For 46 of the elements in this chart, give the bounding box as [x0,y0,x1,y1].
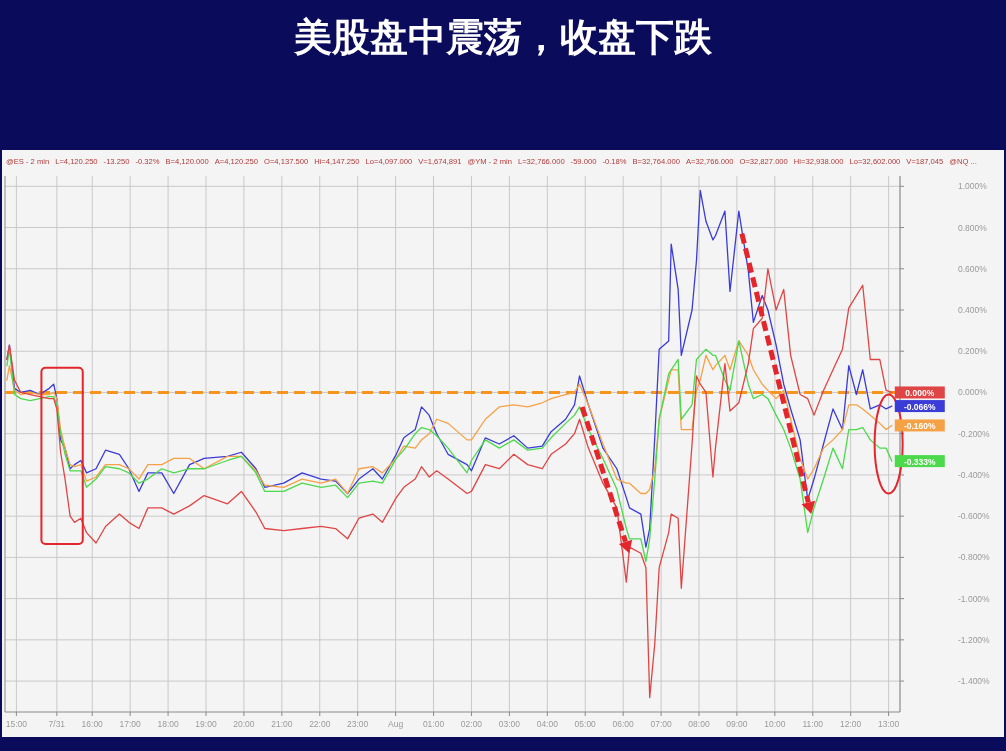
y-tick-label: -0.600% [958,511,991,522]
x-tick-label: 18:00 [157,719,179,729]
x-tick-label: 7/31 [48,719,66,729]
y-tick-label: -1.400% [958,676,991,687]
data-label: -0.066% [903,401,937,412]
x-tick-label: 16:00 [81,719,104,729]
data-label: 0.000% [905,387,935,398]
x-tick-label: 05:00 [574,719,597,729]
y-tick-label: 0.800% [958,222,988,233]
y-tick-label: -1.000% [958,593,991,604]
x-tick-label: 04:00 [536,719,559,729]
y-tick-label: 0.400% [958,305,988,315]
x-tick-label: 23:00 [347,719,369,729]
x-tick-label: 11:00 [802,719,824,729]
y-tick-label: 0.200% [958,346,988,357]
data-label: -0.333% [903,456,937,467]
x-tick-label: 19:00 [195,719,217,729]
x-tick-label: 12:00 [840,719,862,729]
value-tag: -0.333% [894,455,945,468]
y-tick-label: -0.400% [958,469,991,480]
x-tick-label: Aug [388,719,404,729]
x-tick-label: 21:00 [271,719,293,729]
y-tick-label: 1.000% [958,181,988,192]
data-label: -0.160% [903,420,937,431]
value-tag: -0.160% [894,419,945,432]
x-tick-label: 02:00 [460,719,483,729]
x-tick-label: 06:00 [612,719,635,729]
value-tag: -0.066% [894,400,945,413]
y-tick-label: -0.200% [958,428,991,439]
x-tick-label: 07:00 [650,719,672,729]
x-tick-label: 15:00 [5,719,28,729]
x-tick-label: 20:00 [233,719,255,729]
chart-title: 美股盘中震荡，收盘下跌 [293,15,713,59]
x-tick-label: 13:00 [877,719,900,729]
x-tick-label: 08:00 [688,719,710,729]
x-tick-label: 10:00 [764,719,786,729]
y-tick-label: -1.200% [958,634,991,645]
x-tick-label: 03:00 [498,719,521,729]
x-tick-label: 01:00 [422,719,445,729]
y-tick-label: -0.800% [958,552,991,563]
y-tick-label: 0.000% [958,387,988,398]
y-tick-label: 0.600% [958,263,988,274]
value-tag: 0.000% [894,386,945,399]
x-tick-label: 17:00 [119,719,142,729]
x-tick-label: 09:00 [726,719,748,729]
x-tick-label: 22:00 [309,719,331,729]
